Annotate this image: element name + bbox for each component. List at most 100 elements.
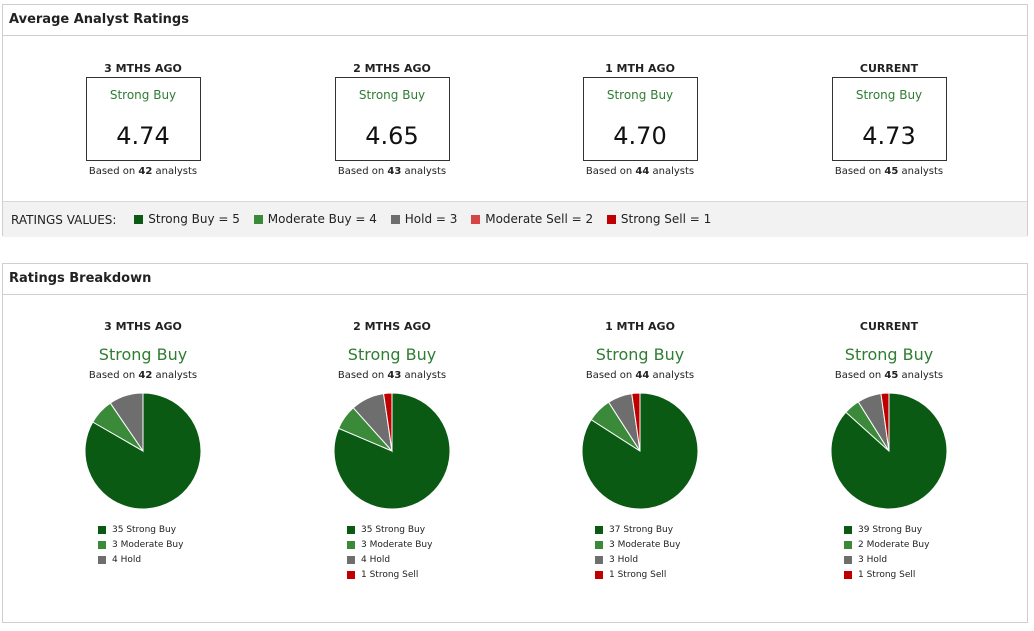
- legend-swatch: [844, 540, 852, 549]
- legend-swatch: [98, 555, 106, 564]
- period-label: CURRENT: [859, 320, 919, 333]
- legend-swatch: [98, 540, 106, 549]
- legend-label: 1 Strong Sell: [609, 569, 667, 580]
- pie-legend: 35 Strong Buy 3 Moderate Buy 4 Hold 1 Stron…: [347, 522, 437, 582]
- legend-item-strong-buy: 37 Strong Buy: [595, 522, 685, 537]
- legend-label: 35 Strong Buy: [112, 524, 177, 535]
- swatch: [471, 215, 481, 224]
- swatch: [134, 215, 144, 224]
- pie-slice-hold: [109, 392, 144, 453]
- legend-label: 3 Moderate Buy: [609, 539, 681, 550]
- rating-text: Strong Buy: [109, 88, 177, 102]
- breakdown-column-2mths: 2 MTHS AGO Strong Buy Based on 43 analys…: [292, 320, 492, 582]
- period-label: 1 MTH AGO: [605, 62, 675, 75]
- legend-label: 2 Moderate Buy: [858, 539, 930, 550]
- pie-slice-strong-sell: [631, 392, 641, 452]
- legend-swatch: [844, 570, 852, 579]
- legend-item-moderate-buy: 2 Moderate Buy: [844, 537, 934, 552]
- breakdown-column-1mth: 1 MTH AGO Strong Buy Based on 44 analyst…: [540, 320, 740, 582]
- rating-text: Strong Buy: [347, 345, 437, 364]
- rating-text: Strong Buy: [844, 345, 934, 364]
- based-on-text: Based on 45 analysts: [834, 166, 944, 177]
- legend-item-strong-sell: 1 Strong Sell: [347, 567, 437, 582]
- score-box: Strong Buy 4.73: [831, 77, 947, 161]
- legend-item-strong-buy: 35 Strong Buy: [98, 522, 188, 537]
- legend-swatch: [595, 555, 603, 564]
- ratings-breakdown-title: Ratings Breakdown: [3, 264, 1027, 295]
- ratings-value-strong-sell: Strong Sell = 1: [606, 202, 711, 237]
- based-on-text: Based on 44 analysts: [585, 370, 695, 381]
- based-on-text: Based on 42 analysts: [88, 370, 198, 381]
- rating-text: Strong Buy: [98, 345, 188, 364]
- legend-label: 3 Hold: [858, 554, 888, 565]
- legend-label: 3 Hold: [609, 554, 639, 565]
- legend-label: 39 Strong Buy: [858, 524, 923, 535]
- based-on-text: Based on 42 analysts: [88, 166, 198, 177]
- legend-item-strong-sell: 1 Strong Sell: [595, 567, 685, 582]
- legend-label: 1 Strong Sell: [361, 569, 419, 580]
- pie-legend: 37 Strong Buy 3 Moderate Buy 3 Hold 1 Stron…: [595, 522, 685, 582]
- legend-label: 37 Strong Buy: [609, 524, 674, 535]
- rating-text: Strong Buy: [606, 88, 674, 102]
- ratings-value-moderate-sell: Moderate Sell = 2: [471, 202, 593, 237]
- breakdown-column-current: CURRENT Strong Buy Based on 45 analysts …: [789, 320, 989, 582]
- legend-label: 4 Hold: [112, 554, 142, 565]
- ratings-values-bar: RATINGS VALUES: Strong Buy = 5 Moderate …: [3, 201, 1027, 237]
- ratings-value-moderate-buy: Moderate Buy = 4: [253, 202, 377, 237]
- legend-item-hold: 4 Hold: [98, 552, 188, 567]
- period-label: 3 MTHS AGO: [104, 320, 182, 333]
- legend-swatch: [595, 525, 603, 534]
- legend-item-hold: 3 Hold: [844, 552, 934, 567]
- based-on-text: Based on 44 analysts: [585, 166, 695, 177]
- ratings-value-strong-buy: Strong Buy = 5: [134, 202, 240, 237]
- legend-item-hold: 4 Hold: [347, 552, 437, 567]
- legend-item-strong-buy: 39 Strong Buy: [844, 522, 934, 537]
- breakdown-column-3mths: 3 MTHS AGO Strong Buy Based on 42 analys…: [43, 320, 243, 567]
- pie-chart: [830, 392, 948, 510]
- pie-chart: [84, 392, 202, 510]
- pie-legend: 35 Strong Buy 3 Moderate Buy 4 Hold: [98, 522, 188, 567]
- legend-item-hold: 3 Hold: [595, 552, 685, 567]
- legend-swatch: [595, 540, 603, 549]
- legend-label: 35 Strong Buy: [361, 524, 426, 535]
- legend-swatch: [347, 540, 355, 549]
- legend-swatch: [844, 555, 852, 564]
- avg-column-1mth: 1 MTH AGO Strong Buy 4.70 Based on 44 an…: [540, 62, 740, 177]
- based-on-text: Based on 43 analysts: [337, 166, 447, 177]
- ratings-breakdown-panel: Ratings Breakdown 3 MTHS AGO Strong Buy …: [2, 263, 1028, 623]
- rating-text: Strong Buy: [358, 88, 426, 102]
- legend-item-moderate-buy: 3 Moderate Buy: [595, 537, 685, 552]
- rating-text: Strong Buy: [595, 345, 685, 364]
- pie-chart: [581, 392, 699, 510]
- avg-column-3mths: 3 MTHS AGO Strong Buy 4.74 Based on 42 a…: [43, 62, 243, 177]
- period-label: 3 MTHS AGO: [104, 62, 182, 75]
- swatch: [390, 215, 400, 224]
- avg-column-2mths: 2 MTHS AGO Strong Buy 4.65 Based on 43 a…: [292, 62, 492, 177]
- pie-slice-strong-sell: [382, 392, 393, 452]
- legend-swatch: [347, 525, 355, 534]
- period-label: 2 MTHS AGO: [353, 320, 431, 333]
- legend-swatch: [844, 525, 852, 534]
- legend-swatch: [98, 525, 106, 534]
- based-on-text: Based on 45 analysts: [834, 370, 944, 381]
- period-label: 1 MTH AGO: [605, 320, 675, 333]
- swatch: [606, 215, 616, 224]
- average-ratings-panel: Average Analyst Ratings 3 MTHS AGO Stron…: [2, 4, 1028, 237]
- pie-legend: 39 Strong Buy 2 Moderate Buy 3 Hold 1 Stron…: [844, 522, 934, 582]
- score-value: 4.73: [862, 122, 916, 150]
- score-box: Strong Buy 4.70: [582, 77, 698, 161]
- legend-swatch: [347, 570, 355, 579]
- score-value: 4.70: [613, 122, 667, 150]
- ratings-values-label: RATINGS VALUES:: [11, 213, 117, 227]
- legend-label: 1 Strong Sell: [858, 569, 916, 580]
- legend-label: 3 Moderate Buy: [112, 539, 184, 550]
- period-label: CURRENT: [859, 62, 919, 75]
- pie-chart: [333, 392, 451, 510]
- based-on-text: Based on 43 analysts: [337, 370, 447, 381]
- legend-item-moderate-buy: 3 Moderate Buy: [347, 537, 437, 552]
- swatch: [253, 215, 263, 224]
- score-value: 4.74: [116, 122, 170, 150]
- legend-label: 4 Hold: [361, 554, 391, 565]
- average-ratings-title: Average Analyst Ratings: [3, 5, 1027, 36]
- pie-slice-strong-sell: [880, 392, 890, 452]
